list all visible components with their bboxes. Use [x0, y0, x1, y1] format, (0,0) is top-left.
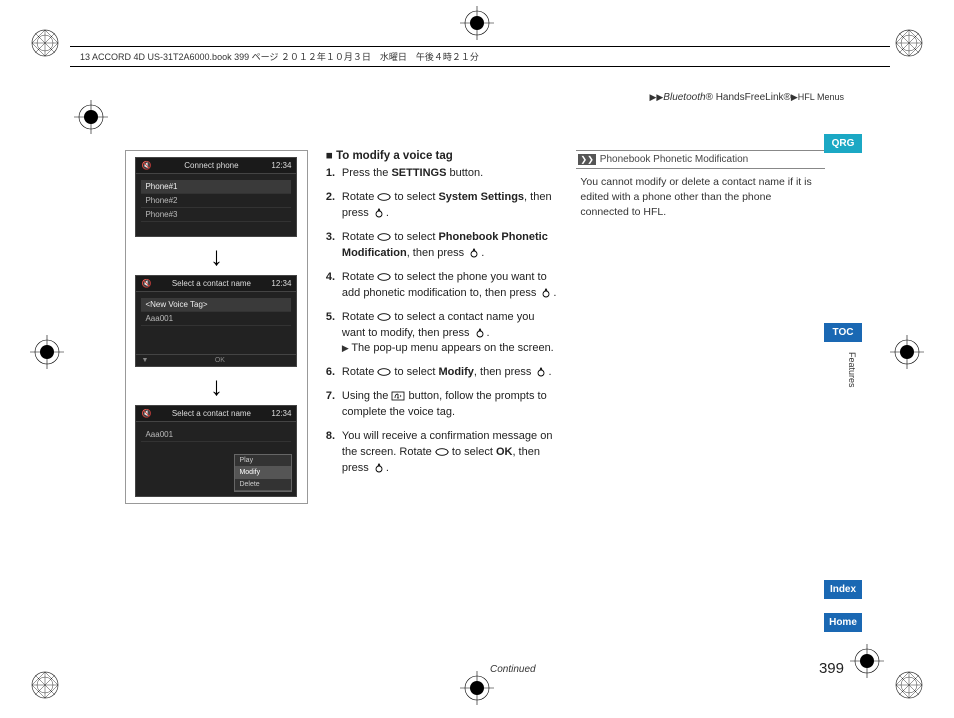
- breadcrumb-a: Bluetooth: [663, 92, 705, 103]
- step-number: 6.: [326, 365, 342, 381]
- press-dial-icon: [539, 288, 553, 298]
- continued-label: Continued: [490, 664, 536, 675]
- rotate-dial-icon: [435, 447, 449, 457]
- step: 2.Rotate to select System Settings, then…: [326, 190, 558, 222]
- note-column: Phonebook Phonetic Modification You cann…: [576, 150, 825, 504]
- breadcrumb: ▶▶Bluetooth® HandsFreeLink®▶HFL Menus: [649, 92, 844, 103]
- rotate-dial-icon: [377, 312, 391, 322]
- screen-speaker-icon: 🔇: [141, 409, 151, 418]
- step-number: 1.: [326, 166, 342, 182]
- side-section-label: Features: [847, 352, 857, 388]
- breadcrumb-b: ▶HFL Menus: [791, 92, 844, 102]
- device-screen: 🔇 Select a contact name 12:34 Aaa001 PlayMod…: [135, 405, 297, 497]
- screen-row: Aaa001: [141, 428, 291, 442]
- press-dial-icon: [467, 248, 481, 258]
- crop-mark: [30, 335, 64, 369]
- popup-item: Modify: [235, 467, 291, 479]
- step: 7.Using the button, follow the prompts t…: [326, 389, 558, 421]
- note-header: Phonebook Phonetic Modification: [576, 150, 825, 169]
- content-area: 🔇 Connect phone 12:34 Phone#1Phone#2Phone#3…: [125, 150, 825, 504]
- reg-mark-tl: [30, 28, 60, 58]
- note-body: You cannot modify or delete a contact na…: [576, 175, 825, 221]
- talk-button-icon: [391, 391, 405, 401]
- crop-mark: [850, 644, 884, 678]
- tab-toc[interactable]: TOC: [824, 323, 862, 342]
- step-body: Rotate to select the phone you want to a…: [342, 270, 558, 302]
- screen-row: Aaa001: [141, 312, 291, 326]
- step-number: 5.: [326, 310, 342, 358]
- step: 1.Press the SETTINGS button.: [326, 166, 558, 182]
- device-screen: 🔇 Connect phone 12:34 Phone#1Phone#2Phone#3: [135, 157, 297, 237]
- screen-time: 12:34: [271, 409, 291, 418]
- step-number: 8.: [326, 429, 342, 477]
- screen-row: Phone#1: [141, 180, 291, 194]
- device-screen: 🔇 Select a contact name 12:34 <New Voice Ta…: [135, 275, 297, 367]
- crop-mark: [460, 671, 494, 705]
- reg-mark-bl: [30, 670, 60, 700]
- step-body: Using the button, follow the prompts to …: [342, 389, 558, 421]
- reg-mark-br: [894, 670, 924, 700]
- screen-title: Select a contact name: [172, 409, 251, 418]
- crop-mark: [74, 100, 108, 134]
- step-body: Rotate to select Phonebook Phonetic Modi…: [342, 230, 558, 262]
- breadcrumb-pre: ▶▶: [649, 92, 663, 102]
- press-dial-icon: [473, 328, 487, 338]
- step-number: 4.: [326, 270, 342, 302]
- reg-mark-tr: [894, 28, 924, 58]
- tab-home[interactable]: Home: [824, 613, 862, 632]
- screen-time: 12:34: [271, 279, 291, 288]
- step: 5.Rotate to select a contact name you wa…: [326, 310, 558, 358]
- step-sub: The pop-up menu appears on the screen.: [342, 341, 558, 357]
- tab-index[interactable]: Index: [824, 580, 862, 599]
- press-dial-icon: [372, 208, 386, 218]
- step: 8.You will receive a confirmation messag…: [326, 429, 558, 477]
- press-dial-icon: [534, 367, 548, 377]
- screen-title: Connect phone: [184, 161, 238, 170]
- footer-down-icon: ▼: [141, 357, 148, 364]
- screen-speaker-icon: 🔇: [141, 279, 151, 288]
- screen-row: Phone#2: [141, 194, 291, 208]
- step-body: You will receive a confirmation message …: [342, 429, 558, 477]
- step-body: Rotate to select a contact name you want…: [342, 310, 558, 358]
- step: 6.Rotate to select Modify, then press .: [326, 365, 558, 381]
- step-body: Press the SETTINGS button.: [342, 166, 558, 182]
- screen-title: Select a contact name: [172, 279, 251, 288]
- down-arrow-icon: ↓: [210, 373, 223, 399]
- screen-row: Phone#3: [141, 208, 291, 222]
- rotate-dial-icon: [377, 192, 391, 202]
- crop-mark: [460, 6, 494, 40]
- steps-column: To modify a voice tag 1.Press the SETTIN…: [326, 150, 558, 504]
- rotate-dial-icon: [377, 232, 391, 242]
- rotate-dial-icon: [377, 367, 391, 377]
- step-number: 2.: [326, 190, 342, 222]
- section-title: To modify a voice tag: [326, 150, 558, 162]
- screens-column: 🔇 Connect phone 12:34 Phone#1Phone#2Phone#3…: [125, 150, 308, 504]
- tab-qrg[interactable]: QRG: [824, 134, 862, 153]
- doc-header-bar: 13 ACCORD 4D US-31T2A6000.book 399 ページ ２…: [70, 46, 890, 67]
- popup-item: Delete: [235, 479, 291, 491]
- step-body: Rotate to select Modify, then press .: [342, 365, 558, 381]
- down-arrow-icon: ↓: [210, 243, 223, 269]
- screen-row: <New Voice Tag>: [141, 298, 291, 312]
- step-number: 3.: [326, 230, 342, 262]
- rotate-dial-icon: [377, 272, 391, 282]
- step-body: Rotate to select System Settings, then p…: [342, 190, 558, 222]
- step-number: 7.: [326, 389, 342, 421]
- crop-mark: [890, 335, 924, 369]
- breadcrumb-a-suffix: ® HandsFreeLink®: [706, 92, 791, 103]
- step: 4.Rotate to select the phone you want to…: [326, 270, 558, 302]
- popup-menu: PlayModifyDelete: [234, 454, 292, 492]
- screen-time: 12:34: [271, 161, 291, 170]
- screen-speaker-icon: 🔇: [141, 161, 151, 170]
- step: 3.Rotate to select Phonebook Phonetic Mo…: [326, 230, 558, 262]
- footer-ok: OK: [148, 357, 291, 364]
- page-number: 399: [819, 660, 844, 677]
- popup-item: Play: [235, 455, 291, 467]
- press-dial-icon: [372, 463, 386, 473]
